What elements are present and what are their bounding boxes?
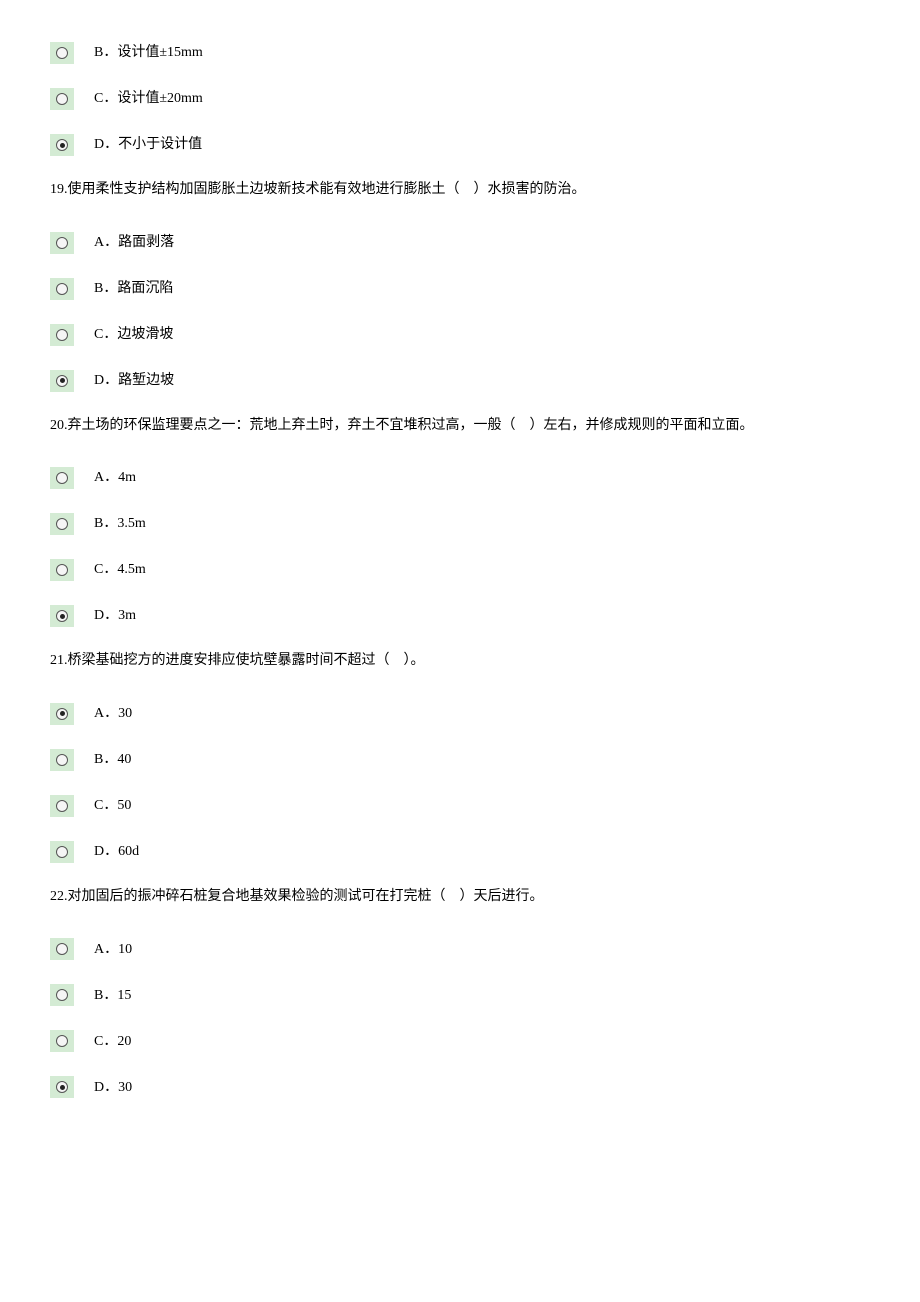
radio-dot-icon <box>60 1085 65 1090</box>
radio-box[interactable] <box>50 795 74 817</box>
radio-box[interactable] <box>50 984 74 1006</box>
question-text: 20.弃土场的环保监理要点之一：荒地上弃土时，弃土不宜堆积过高，一般（ ）左右，… <box>50 416 870 436</box>
radio-box[interactable] <box>50 513 74 535</box>
option-row[interactable]: B．3.5m <box>50 513 870 535</box>
option-row[interactable]: C．50 <box>50 795 870 817</box>
exam-page: B．设计值±15mm C．设计值±20mm D．不小于设计值 19.使用柔性支护… <box>0 0 920 1148</box>
option-group: A．4m B．3.5m C．4.5m D．3m <box>50 467 870 627</box>
radio-box[interactable] <box>50 370 74 392</box>
radio-unchecked-icon <box>56 846 68 858</box>
option-row[interactable]: B．40 <box>50 749 870 771</box>
radio-dot-icon <box>60 614 65 619</box>
option-row[interactable]: D．60d <box>50 841 870 863</box>
option-row[interactable]: A．30 <box>50 703 870 725</box>
option-row[interactable]: C．20 <box>50 1030 870 1052</box>
radio-box[interactable] <box>50 1076 74 1098</box>
radio-unchecked-icon <box>56 283 68 295</box>
option-row[interactable]: B．设计值±15mm <box>50 42 870 64</box>
radio-box[interactable] <box>50 42 74 64</box>
option-group: A．10 B．15 C．20 D．30 <box>50 938 870 1098</box>
question-text: 19.使用柔性支护结构加固膨胀土边坡新技术能有效地进行膨胀土（ ）水损害的防治。 <box>50 180 870 200</box>
radio-box[interactable] <box>50 278 74 300</box>
option-label: C．4.5m <box>94 560 146 580</box>
option-row[interactable]: D．不小于设计值 <box>50 134 870 156</box>
option-label: D．30 <box>94 1078 132 1098</box>
option-label: D．3m <box>94 606 136 626</box>
option-label: C．20 <box>94 1032 131 1052</box>
radio-unchecked-icon <box>56 754 68 766</box>
radio-box[interactable] <box>50 703 74 725</box>
radio-box[interactable] <box>50 559 74 581</box>
option-row[interactable]: C．设计值±20mm <box>50 88 870 110</box>
option-group: A．路面剥落 B．路面沉陷 C．边坡滑坡 D．路堑边坡 <box>50 232 870 392</box>
radio-box[interactable] <box>50 1030 74 1052</box>
option-label: B．15 <box>94 986 131 1006</box>
option-label: C．设计值±20mm <box>94 89 203 109</box>
option-row[interactable]: A．10 <box>50 938 870 960</box>
option-row[interactable]: D．路堑边坡 <box>50 370 870 392</box>
option-label: A．10 <box>94 940 132 960</box>
radio-checked-icon <box>56 708 68 720</box>
question-text: 22.对加固后的振冲碎石桩复合地基效果检验的测试可在打完桩（ ）天后进行。 <box>50 887 870 907</box>
radio-box[interactable] <box>50 134 74 156</box>
option-row[interactable]: D．30 <box>50 1076 870 1098</box>
option-row[interactable]: C．边坡滑坡 <box>50 324 870 346</box>
option-label: A．路面剥落 <box>94 233 174 253</box>
radio-unchecked-icon <box>56 989 68 1001</box>
option-row[interactable]: C．4.5m <box>50 559 870 581</box>
question-text: 21.桥梁基础挖方的进度安排应使坑壁暴露时间不超过（ ）。 <box>50 651 870 671</box>
option-label: B．路面沉陷 <box>94 279 173 299</box>
radio-checked-icon <box>56 610 68 622</box>
option-label: C．50 <box>94 796 131 816</box>
radio-checked-icon <box>56 139 68 151</box>
radio-box[interactable] <box>50 749 74 771</box>
option-row[interactable]: A．4m <box>50 467 870 489</box>
radio-unchecked-icon <box>56 329 68 341</box>
radio-box[interactable] <box>50 467 74 489</box>
option-label: A．30 <box>94 704 132 724</box>
option-row[interactable]: A．路面剥落 <box>50 232 870 254</box>
radio-checked-icon <box>56 1081 68 1093</box>
radio-unchecked-icon <box>56 1035 68 1047</box>
option-label: D．路堑边坡 <box>94 371 174 391</box>
radio-dot-icon <box>60 711 65 716</box>
option-label: B．3.5m <box>94 514 146 534</box>
option-label: A．4m <box>94 468 136 488</box>
option-label: B．设计值±15mm <box>94 43 203 63</box>
option-row[interactable]: B．15 <box>50 984 870 1006</box>
radio-unchecked-icon <box>56 472 68 484</box>
radio-unchecked-icon <box>56 943 68 955</box>
option-row[interactable]: D．3m <box>50 605 870 627</box>
option-row[interactable]: B．路面沉陷 <box>50 278 870 300</box>
radio-unchecked-icon <box>56 93 68 105</box>
option-label: B．40 <box>94 750 131 770</box>
radio-unchecked-icon <box>56 564 68 576</box>
option-label: D．不小于设计值 <box>94 135 202 155</box>
radio-unchecked-icon <box>56 518 68 530</box>
option-label: C．边坡滑坡 <box>94 325 173 345</box>
radio-box[interactable] <box>50 88 74 110</box>
radio-unchecked-icon <box>56 800 68 812</box>
radio-unchecked-icon <box>56 47 68 59</box>
radio-checked-icon <box>56 375 68 387</box>
option-group: A．30 B．40 C．50 D．60d <box>50 703 870 863</box>
radio-box[interactable] <box>50 324 74 346</box>
radio-dot-icon <box>60 143 65 148</box>
option-group: B．设计值±15mm C．设计值±20mm D．不小于设计值 <box>50 42 870 156</box>
radio-box[interactable] <box>50 605 74 627</box>
radio-box[interactable] <box>50 232 74 254</box>
radio-box[interactable] <box>50 938 74 960</box>
radio-box[interactable] <box>50 841 74 863</box>
radio-unchecked-icon <box>56 237 68 249</box>
option-label: D．60d <box>94 842 139 862</box>
radio-dot-icon <box>60 378 65 383</box>
